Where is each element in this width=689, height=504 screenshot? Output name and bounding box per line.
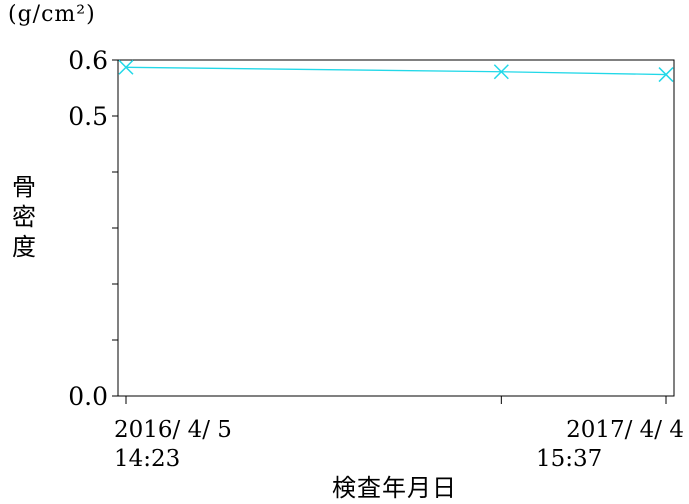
x-tick-label-time: 15:37	[536, 446, 602, 472]
y-axis-label-char-3: 度	[12, 233, 36, 261]
x-tick-label-date: 2016/ 4/ 5	[114, 417, 232, 443]
y-tick-label: 0.5	[68, 102, 108, 131]
y-tick-label: 0.0	[68, 382, 108, 411]
x-tick-label-time: 14:23	[114, 446, 180, 472]
data-point-marker	[493, 64, 509, 80]
x-tick-label-date: 2017/ 4/ 4	[566, 417, 684, 443]
plot-frame	[117, 59, 675, 397]
x-axis-label: 検査年月日	[332, 474, 457, 502]
y-tick-label: 0.6	[68, 46, 108, 75]
data-point-marker	[118, 59, 134, 75]
y-axis-label-char-1: 骨	[12, 173, 36, 201]
series-line	[125, 66, 667, 76]
data-point-marker	[658, 67, 674, 83]
y-axis-label-char-2: 密	[12, 203, 36, 231]
y-axis-label: 骨 密 度	[8, 172, 40, 262]
unit-label: (g/cm²)	[8, 2, 96, 27]
